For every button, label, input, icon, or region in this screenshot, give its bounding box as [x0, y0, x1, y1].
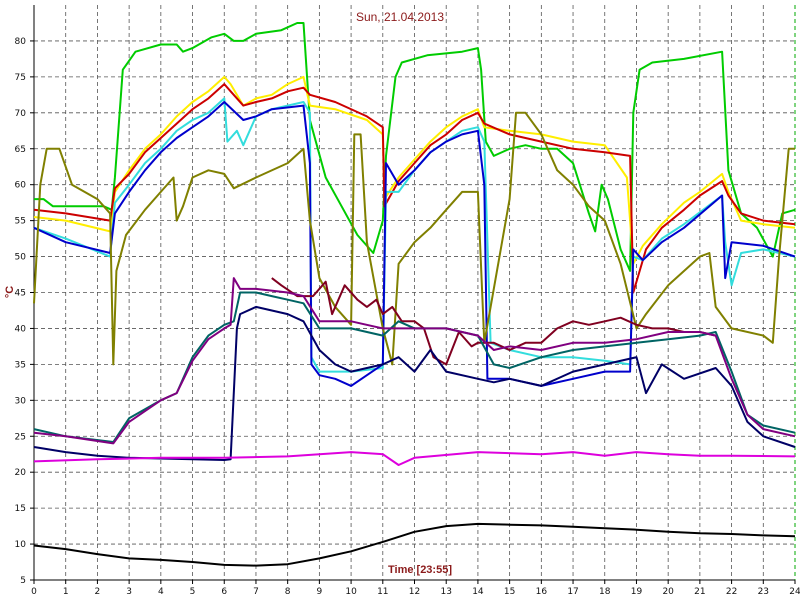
- x-tick-label: 8: [285, 587, 291, 597]
- y-tick-label: 55: [15, 217, 26, 227]
- series-line-9: [33, 277, 796, 445]
- x-tick-label: 11: [377, 587, 388, 597]
- series-line-12: [33, 522, 796, 567]
- x-axis-label: Time [23:55]: [388, 564, 452, 576]
- x-tick-label: 5: [190, 587, 196, 597]
- x-tick-label: 15: [504, 587, 515, 597]
- series-line-8: [33, 291, 796, 443]
- y-tick-label: 50: [15, 253, 27, 263]
- y-axis-label: °C: [4, 286, 16, 298]
- series-line-11: [33, 451, 796, 466]
- x-tick-label: 0: [31, 587, 37, 597]
- y-tick-label: 80: [15, 37, 27, 47]
- y-tick-labels: 5 10 15 20 25 30 35 40 45 50 55 60 65 70 75 80: [15, 37, 34, 586]
- x-tick-label: 20: [662, 587, 674, 597]
- y-tick-label: 75: [15, 73, 26, 83]
- y-tick-label: 15: [15, 504, 26, 514]
- x-tick-label: 22: [726, 587, 737, 597]
- x-tick-label: 10: [345, 587, 357, 597]
- series-line-1: [34, 22, 796, 272]
- x-tick-label: 6: [221, 587, 227, 597]
- x-tick-label: 12: [409, 587, 420, 597]
- series-line-5: [33, 101, 796, 387]
- y-tick-label: 20: [15, 468, 27, 478]
- x-tick-label: 7: [253, 587, 259, 597]
- y-tick-label: 60: [15, 181, 27, 191]
- x-tick-label: 2: [95, 587, 101, 597]
- x-tick-label: 17: [567, 587, 578, 597]
- x-tick-label: 18: [599, 587, 611, 597]
- y-tick-label: 10: [15, 540, 27, 550]
- chart-title: Sun, 21.04.2013: [356, 10, 444, 24]
- x-tick-label: 4: [158, 587, 164, 597]
- x-tick-label: 19: [631, 587, 643, 597]
- x-tick-labels: 0 1 2 3 4 5 6 7 8 9 10 11 12 13 14 15 16 17 18 19 20 21 22 23 24: [31, 580, 800, 597]
- x-tick-label: 16: [536, 587, 548, 597]
- x-tick-label: 9: [317, 587, 323, 597]
- x-tick-label: 24: [789, 587, 800, 597]
- y-tick-label: 30: [15, 396, 27, 406]
- y-tick-label: 35: [15, 360, 26, 370]
- x-tick-label: 21: [694, 587, 705, 597]
- x-tick-label: 14: [472, 587, 484, 597]
- y-tick-label: 45: [15, 289, 26, 299]
- y-tick-label: 70: [15, 109, 27, 119]
- series-line-4: [33, 97, 796, 373]
- y-tick-label: 5: [20, 576, 26, 586]
- series-line-10: [33, 305, 796, 461]
- y-tick-label: 25: [15, 432, 26, 442]
- x-tick-label: 23: [758, 587, 769, 597]
- y-tick-label: 65: [15, 145, 26, 155]
- series-group: [33, 22, 796, 567]
- series-line-2: [33, 75, 796, 265]
- x-tick-label: 3: [126, 587, 132, 597]
- series-line-3: [33, 83, 796, 294]
- grid: [34, 5, 795, 581]
- x-tick-label: 13: [440, 587, 451, 597]
- x-tick-label: 1: [63, 587, 69, 597]
- y-tick-label: 40: [15, 324, 27, 334]
